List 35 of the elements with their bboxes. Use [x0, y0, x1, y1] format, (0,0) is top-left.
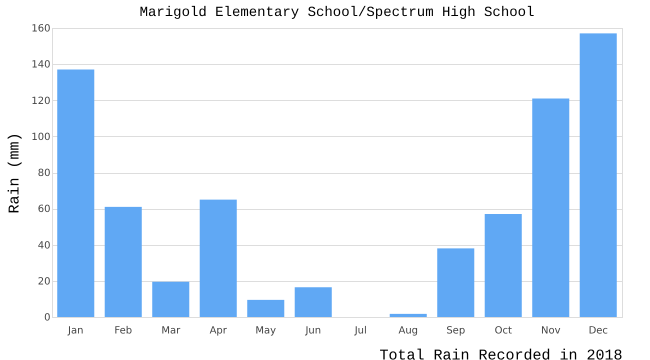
bar [484, 214, 522, 317]
y-tick-label: 80 [38, 168, 50, 179]
y-tick-label: 60 [38, 204, 50, 216]
y-axis-title: Rain (mm) [6, 132, 24, 214]
bar [104, 206, 142, 317]
y-tick-label: 140 [31, 60, 50, 71]
y-tick-label: 0 [44, 312, 50, 324]
x-tick-label: Dec [588, 326, 608, 336]
chart-title: Marigold Elementary School/Spectrum High School [140, 5, 534, 21]
x-tick-label: Feb [114, 326, 132, 336]
x-tick-label: Mar [161, 326, 182, 336]
y-tick-label: 120 [31, 96, 50, 107]
x-tick-label: Aug [398, 326, 418, 336]
x-tick-label: Jun [304, 326, 322, 336]
y-tick-label: 100 [31, 132, 50, 143]
bar [532, 98, 570, 317]
bar [390, 314, 427, 317]
bar [57, 70, 94, 317]
y-tick-label: 40 [38, 240, 50, 252]
x-tick-label: Apr [210, 326, 228, 336]
x-tick-label: Sep [446, 326, 466, 336]
x-tick-label: Oct [494, 326, 512, 336]
bar [152, 282, 190, 317]
x-tick-label: Jan [67, 326, 84, 336]
x-tick-label: Nov [540, 326, 561, 336]
x-tick-label: Jul [354, 326, 367, 336]
bar [294, 287, 332, 317]
bar [247, 300, 284, 317]
x-tick-label: May [255, 326, 276, 336]
x-axis-title: Total Rain Recorded in 2018 [379, 348, 622, 360]
bar [437, 248, 474, 317]
bar [200, 200, 237, 317]
y-tick-label: 20 [38, 276, 50, 288]
bar [580, 33, 617, 317]
y-tick-label: 160 [31, 24, 50, 34]
